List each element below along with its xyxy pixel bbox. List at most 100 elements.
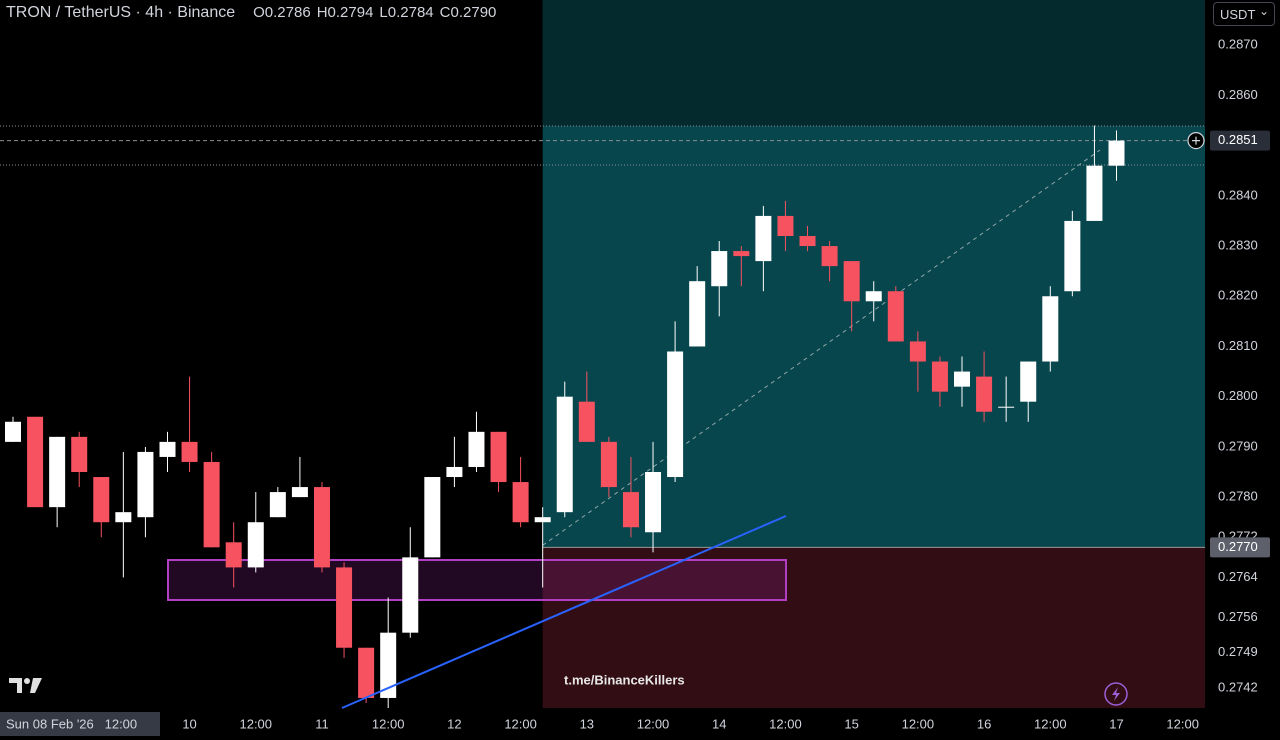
symbol-title: TRON / TetherUS · 4h · Binance [6, 4, 236, 21]
x-tick-label: 12:00 [637, 716, 670, 731]
y-tick-label: 0.2860 [1218, 87, 1258, 102]
ohlc-value: 0.2786 [264, 4, 311, 21]
candle-body [424, 477, 441, 558]
x-tick-label: 15 [844, 716, 858, 731]
back-layer [0, 0, 1205, 708]
candle-body [159, 441, 176, 457]
candle-body [203, 461, 220, 548]
candle-body [446, 466, 463, 478]
candle-body [380, 632, 397, 698]
x-tick-label: 12:00 [504, 716, 537, 731]
tv-logo-part [30, 678, 42, 693]
candle-body [5, 421, 21, 442]
alert-icon[interactable] [1104, 682, 1128, 706]
candle-body [358, 647, 375, 698]
x-tick-label: 12:00 [1166, 716, 1199, 731]
tv-logo-part [24, 678, 30, 684]
candle-body [49, 436, 66, 508]
candle-body [645, 472, 662, 533]
tv-logo [9, 678, 42, 693]
candle-body [843, 261, 860, 302]
price-label-box [1210, 537, 1270, 558]
y-tick-label: 0.2764 [1218, 569, 1258, 584]
ohlc-value: 0.2794 [327, 4, 374, 21]
ohlc-key: O [253, 4, 265, 21]
candle-body [336, 567, 353, 648]
y-tick-label: 0.2756 [1218, 609, 1258, 624]
alert-circle[interactable] [1104, 682, 1128, 706]
candle-body [556, 396, 573, 513]
candle-body [1064, 220, 1081, 292]
candle-body [468, 431, 485, 467]
currency-button[interactable]: USDT [1213, 0, 1275, 26]
target-zone-top [542, 0, 1205, 126]
candle-body [269, 492, 286, 518]
trend-line [341, 515, 787, 709]
y-tick-label: 0.2830 [1218, 237, 1258, 252]
x-tick-label: 10 [182, 716, 196, 731]
candle-body [755, 215, 772, 262]
y-tick-label: 0.2870 [1218, 37, 1258, 52]
candle-body [799, 236, 816, 247]
candle-body [1020, 361, 1037, 402]
candle-body [71, 436, 88, 472]
candle-body [181, 441, 198, 462]
ohlc-key: C [439, 4, 451, 21]
candle-body [622, 492, 639, 528]
x-tick-label: 12 [447, 716, 461, 731]
projection-line [542, 149, 1101, 546]
candle-body [998, 406, 1015, 408]
cursor-label: Sun 08 Feb '26 12:00 [6, 716, 137, 731]
candle-body [733, 251, 750, 257]
x-tick-label: 12:00 [902, 716, 935, 731]
y-tick-label: 0.2800 [1218, 388, 1258, 403]
candle-body [865, 291, 882, 302]
demand-zone [167, 559, 787, 601]
ohlc-value: 0.2784 [387, 4, 434, 21]
candle-body [711, 251, 728, 287]
candle-body [137, 451, 154, 518]
y-tick-label: 0.2749 [1218, 644, 1258, 659]
candle-body [93, 477, 110, 523]
y-tick-label: 0.2742 [1218, 679, 1258, 694]
y-tick-label: 0.2790 [1218, 438, 1258, 453]
candle-body [909, 341, 926, 362]
ohlc-values: O0.2786 H0.2794 L0.2784 C0.2790 [247, 4, 496, 21]
candle-body [1108, 140, 1125, 166]
candle-body [313, 487, 330, 568]
ohlc-key: L [379, 4, 388, 21]
candle-body [27, 416, 44, 508]
ohlc-key: H [316, 4, 328, 21]
candle-body [115, 512, 132, 523]
candle-body [512, 482, 529, 523]
x-tick-label: 12:00 [769, 716, 802, 731]
candle-body [225, 542, 242, 568]
y-tick-label: 0.2840 [1218, 187, 1258, 202]
candle-body [1042, 296, 1059, 362]
candle-body [821, 246, 838, 267]
candle-body [777, 215, 794, 236]
candle-body [600, 441, 617, 488]
x-tick-label: 12:00 [239, 716, 272, 731]
price-label-box [1210, 130, 1270, 151]
alert-bolt[interactable] [1112, 687, 1120, 701]
watermark: t.me/BinanceKillers [564, 672, 685, 687]
y-tick-label: 0.2820 [1218, 288, 1258, 303]
x-tick-label: 17 [1109, 716, 1123, 731]
price-label: 0.2770 [1218, 539, 1258, 554]
y-tick-label: 0.2780 [1218, 489, 1258, 504]
cursor-label-box [0, 712, 160, 736]
x-tick-label: 12:00 [1034, 716, 1067, 731]
tv-logo-part [9, 678, 22, 693]
symbol-legend: TRON / TetherUS · 4h · Binance O0.2786 H0.… [6, 4, 496, 22]
candle-body [402, 557, 419, 633]
add-alert-plus [1192, 136, 1200, 145]
candle-body [954, 371, 971, 387]
candle-body [534, 517, 551, 523]
candle-body [887, 291, 904, 342]
candle-body [578, 401, 595, 442]
candle-body [291, 487, 308, 498]
